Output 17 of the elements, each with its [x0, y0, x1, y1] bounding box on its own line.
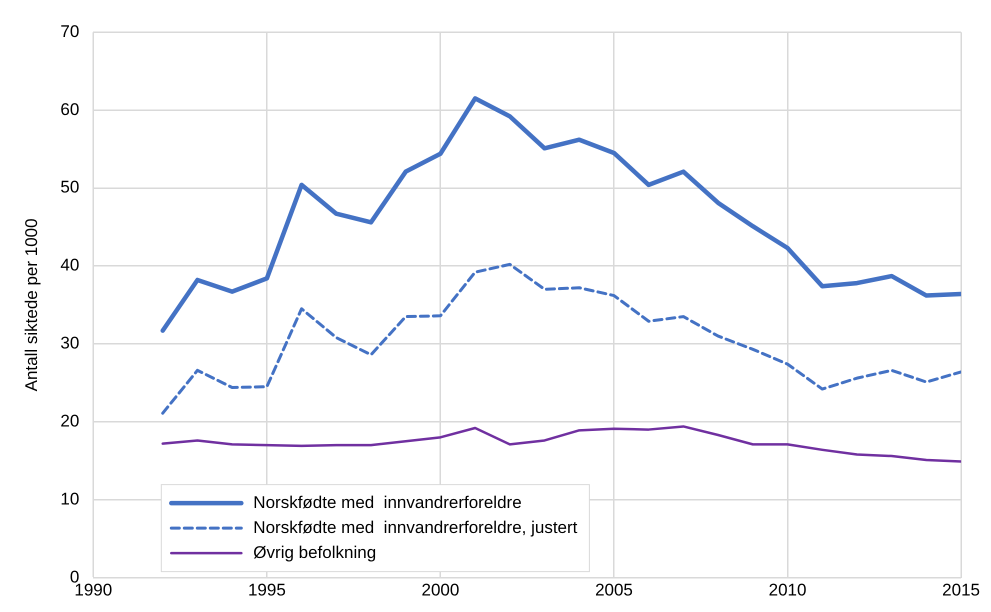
x-tick-label: 2015: [942, 580, 980, 600]
x-tick-label: 2000: [422, 580, 460, 600]
y-tick-label: 40: [60, 256, 80, 275]
y-tick-label: 70: [60, 22, 80, 41]
x-tick-label: 1995: [248, 580, 286, 600]
y-tick-label: 60: [60, 100, 80, 119]
y-tick-label: 20: [60, 411, 80, 430]
y-tick-label: 30: [60, 334, 80, 353]
legend-label: Norskfødte med innvandrerforeldre, justert: [253, 518, 578, 537]
y-axis-title: Antall siktede per 1000: [22, 218, 41, 392]
x-tick-label: 2010: [768, 580, 806, 600]
y-tick-label: 10: [60, 489, 80, 508]
legend-label: Norskfødte med innvandrerforeldre: [253, 492, 522, 512]
y-tick-label: 50: [60, 178, 80, 197]
x-tick-label: 2005: [595, 580, 633, 600]
legend-label: Øvrig befolkning: [253, 542, 376, 562]
line-series: [161, 262, 962, 415]
